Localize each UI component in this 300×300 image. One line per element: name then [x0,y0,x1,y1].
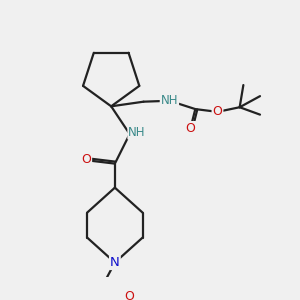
Text: O: O [212,105,222,119]
Text: NH: NH [128,126,146,139]
Text: O: O [186,122,196,135]
Text: NH: NH [161,94,178,107]
Text: O: O [124,290,134,300]
Text: N: N [110,256,120,269]
Text: O: O [81,153,91,167]
